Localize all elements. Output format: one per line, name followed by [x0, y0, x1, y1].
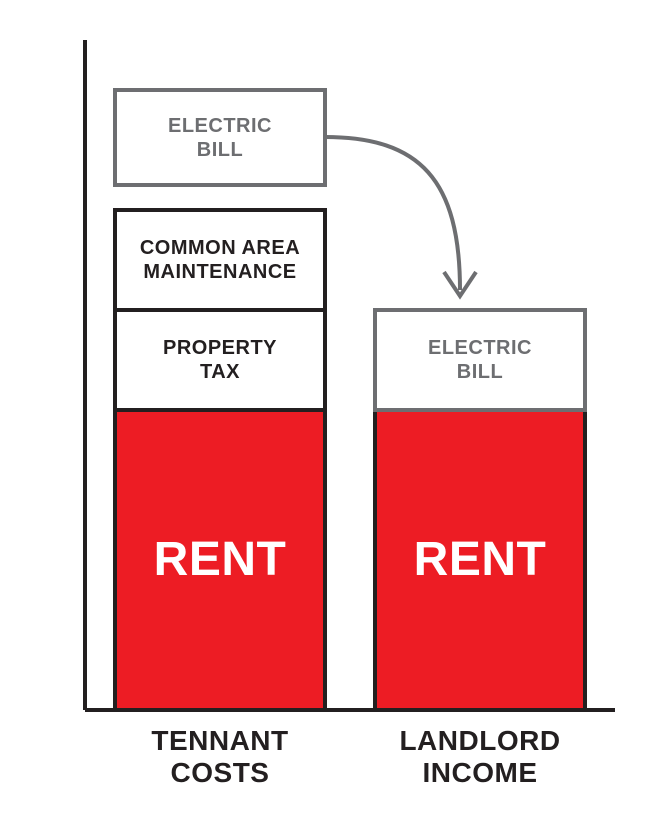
landlord-rent-text: RENT	[414, 531, 547, 589]
cost-flow-chart: RENT PROPERTY TAX COMMON AREA MAINTENANC…	[0, 0, 649, 822]
tenant-cam-line2: MAINTENANCE	[143, 260, 296, 284]
landlord-elec-line2: BILL	[457, 360, 503, 384]
tenant-rent-label: RENT	[115, 410, 325, 710]
tenant-elec-line1: ELECTRIC	[168, 114, 272, 138]
tenant-cam-line1: COMMON AREA	[140, 236, 300, 260]
tenant-proptax-line2: TAX	[200, 360, 240, 384]
landlord-axis-line1: LANDLORD	[399, 725, 560, 756]
flow-arrow	[325, 137, 460, 290]
landlord-electric-label: ELECTRIC BILL	[375, 310, 585, 410]
tenant-property-tax-label: PROPERTY TAX	[115, 310, 325, 410]
landlord-axis-line2: INCOME	[423, 757, 538, 788]
tenant-electric-label: ELECTRIC BILL	[115, 90, 325, 185]
landlord-rent-label: RENT	[375, 410, 585, 710]
tenant-rent-text: RENT	[154, 531, 287, 589]
tenant-cam-label: COMMON AREA MAINTENANCE	[115, 210, 325, 310]
tenant-axis-line1: TENNANT	[151, 725, 288, 756]
tenant-elec-line2: BILL	[197, 138, 243, 162]
landlord-axis-label: LANDLORD INCOME	[375, 725, 585, 789]
tenant-axis-label: TENNANT COSTS	[115, 725, 325, 789]
tenant-axis-line2: COSTS	[171, 757, 270, 788]
tenant-proptax-line1: PROPERTY	[163, 336, 277, 360]
landlord-elec-line1: ELECTRIC	[428, 336, 532, 360]
